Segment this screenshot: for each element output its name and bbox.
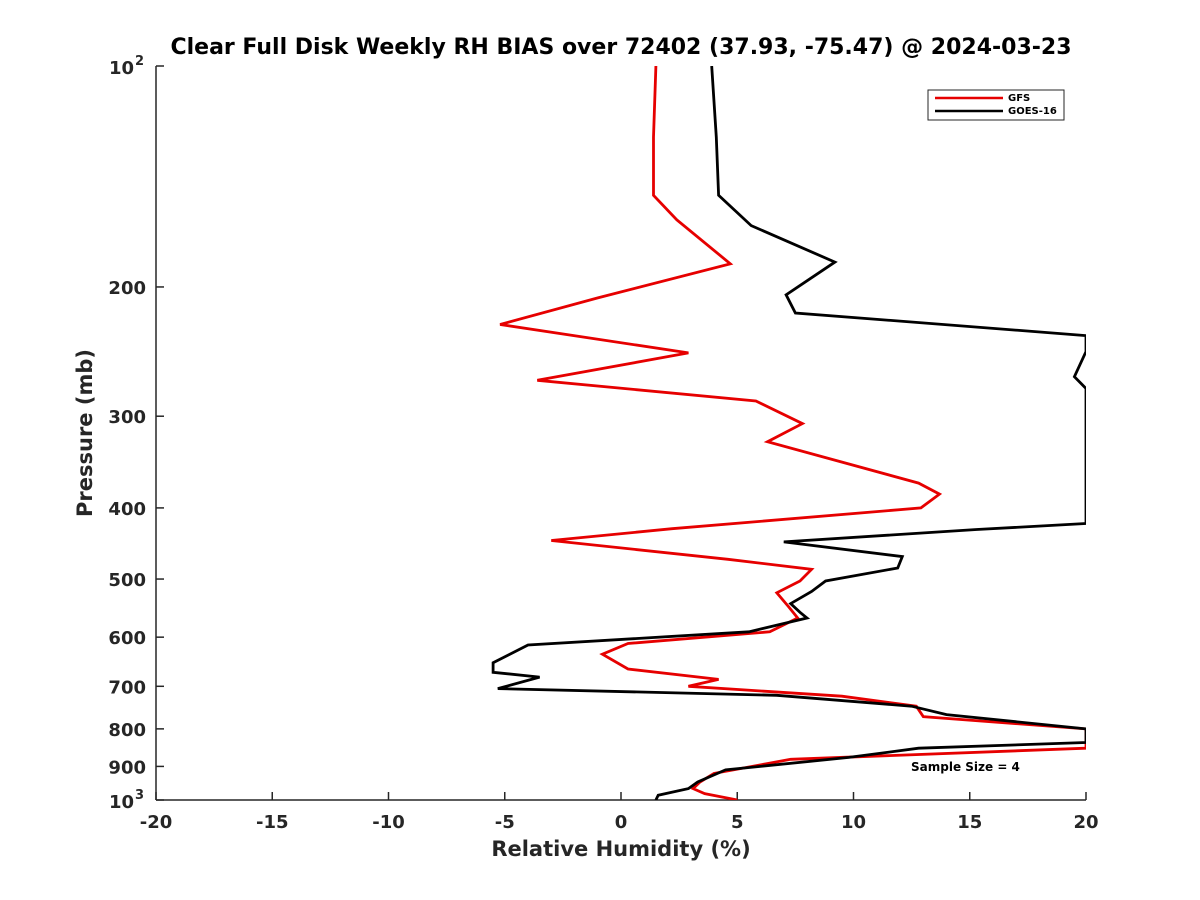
- x-ticks: -20 -15 -10 -5 0 5 10 15 20: [140, 792, 1099, 833]
- x-tick-label: -20: [140, 812, 173, 833]
- legend-box: [927, 89, 1065, 121]
- series-layer: [491, 66, 1086, 800]
- x-axis-title: Relative Humidity (%): [491, 837, 750, 861]
- y-tick-label: 200: [108, 278, 146, 299]
- y-tick-label: 900: [108, 757, 146, 778]
- y-tick-label: 700: [108, 677, 146, 698]
- legend-label-gfs: GFS: [1008, 93, 1030, 104]
- x-tick-label: 5: [731, 812, 744, 833]
- x-tick-label: 15: [957, 812, 982, 833]
- y-tick-label-exponent: 3: [135, 788, 144, 803]
- y-tick-label: 10: [109, 58, 134, 79]
- y-tick-label: 600: [108, 628, 146, 649]
- y-axis-title: Pressure (mb): [73, 349, 97, 517]
- chart-title: Clear Full Disk Weekly RH BIAS over 7240…: [170, 35, 1071, 60]
- y-tick-label: 500: [108, 570, 146, 591]
- y-tick-label: 300: [108, 407, 146, 428]
- y-tick-label: 10: [109, 792, 134, 813]
- x-tick-label: -5: [495, 812, 515, 833]
- x-tick-label: 20: [1073, 812, 1098, 833]
- x-tick-label: 0: [615, 812, 628, 833]
- sample-size-annotation: Sample Size = 4: [911, 760, 1020, 774]
- legend: GFS GOES-16: [927, 89, 1065, 121]
- series-line-goes16: [491, 66, 1086, 800]
- y-tick-label-exponent: 2: [135, 54, 144, 69]
- legend-label-goes16: GOES-16: [1008, 106, 1057, 117]
- x-tick-label: 10: [841, 812, 866, 833]
- x-tick-label: -15: [256, 812, 289, 833]
- y-tick-label: 800: [108, 720, 146, 741]
- y-tick-label: 400: [108, 499, 146, 520]
- x-tick-label: -10: [372, 812, 405, 833]
- series-line-gfs: [499, 66, 1086, 800]
